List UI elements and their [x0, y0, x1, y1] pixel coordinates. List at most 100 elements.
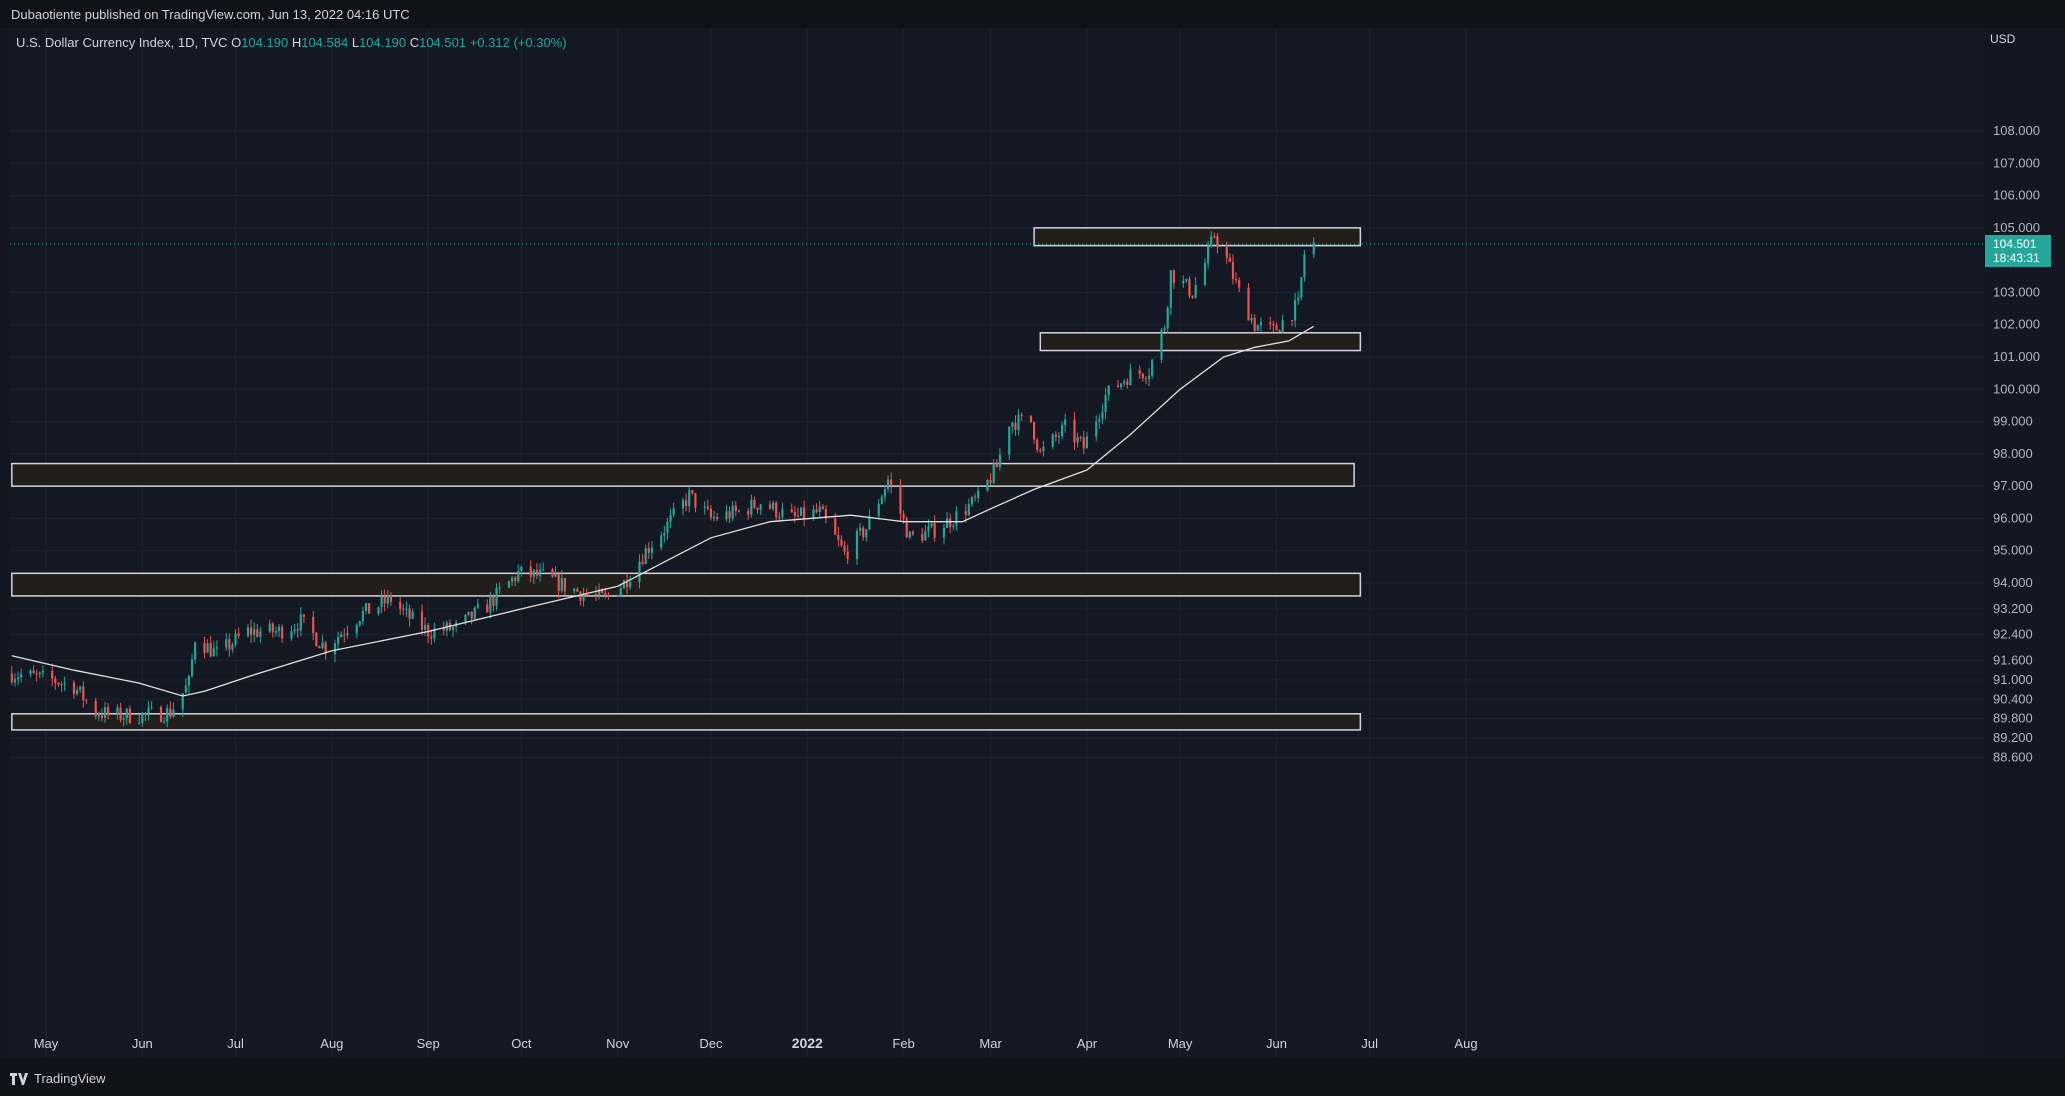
candle-body — [1033, 422, 1036, 440]
candle-body — [694, 493, 697, 508]
candle-body — [162, 721, 166, 723]
candle-body — [927, 526, 930, 531]
brand-label: TradingView — [34, 1071, 106, 1086]
tradingview-brand[interactable]: TradingView — [10, 1071, 106, 1086]
candle-body — [492, 596, 495, 606]
price-axis[interactable]: USD 108.000 107.000 106.000 105.000 103.000 10… — [1985, 28, 2065, 1058]
candle-body — [886, 479, 890, 489]
candle-body — [107, 707, 110, 714]
candle-body — [1082, 437, 1085, 449]
y-tick-label: 99.000 — [1993, 414, 2033, 429]
support-resistance-zone — [11, 713, 1362, 731]
candle-body — [790, 509, 793, 512]
candle-body — [408, 608, 411, 619]
candle-body — [1151, 359, 1154, 376]
candle-body — [883, 488, 887, 497]
candle-body — [1228, 257, 1231, 262]
candle-body — [361, 611, 365, 622]
candle-body — [486, 604, 489, 613]
candle-body — [1213, 236, 1216, 238]
candle-body — [1182, 280, 1185, 284]
candle-body — [1017, 414, 1020, 431]
candle-body — [1166, 307, 1169, 329]
candle-body — [604, 592, 607, 596]
candle-body — [1256, 325, 1259, 331]
candle-body — [259, 631, 262, 637]
support-resistance-zone — [1033, 227, 1362, 247]
y-tick-label: 96.000 — [1993, 510, 2033, 525]
candle-body — [905, 518, 908, 538]
candle-body — [1216, 236, 1219, 248]
candle-body — [597, 589, 601, 595]
candle-body — [389, 595, 392, 602]
candle-body — [1042, 446, 1045, 452]
candle-body — [1051, 434, 1054, 447]
candle-body — [1294, 300, 1297, 321]
candle-body — [290, 631, 293, 639]
price-chart[interactable]: May Jun Jul Aug Sep Oct Nov Dec 2022 Feb Mar Apr May… — [10, 28, 1985, 1058]
candle-body — [557, 573, 560, 591]
countdown-timer: 18:43:31 — [1993, 251, 2040, 265]
candle-body — [312, 616, 315, 633]
y-tick-label: 91.000 — [1993, 672, 2033, 687]
candle-body — [1011, 422, 1014, 427]
candle-body — [256, 629, 259, 637]
candle-body — [194, 642, 197, 660]
candle-body — [821, 506, 824, 510]
close-label: C — [409, 35, 420, 50]
candle-body — [54, 678, 57, 684]
candle-body — [281, 626, 284, 639]
candle-body — [672, 508, 675, 516]
x-tick-label: Oct — [511, 1036, 532, 1051]
candle-body — [1238, 280, 1241, 288]
y-tick-label: 101.000 — [1993, 349, 2040, 364]
candle-body — [1079, 437, 1082, 439]
candle-body — [818, 506, 821, 513]
candle-body — [514, 577, 517, 581]
candle-body — [147, 707, 150, 714]
y-tick-label: 93.200 — [1993, 601, 2033, 616]
candle-body — [781, 509, 784, 518]
y-tick-label: 89.200 — [1993, 730, 2033, 745]
candle-body — [946, 518, 949, 528]
candle-body — [1129, 370, 1132, 386]
candle-body — [271, 623, 274, 633]
candle-body — [532, 569, 535, 577]
candle-body — [355, 624, 358, 634]
candle-body — [315, 632, 318, 647]
candle-body — [190, 659, 194, 677]
candle-body — [1297, 297, 1300, 301]
candle-body — [1303, 254, 1306, 278]
candle-body — [20, 674, 23, 678]
candle-body — [793, 511, 796, 516]
tradingview-logo-icon — [10, 1072, 28, 1085]
candle-body — [268, 623, 271, 632]
candle-body — [573, 588, 576, 592]
candle-body — [955, 511, 958, 526]
candle-body — [973, 497, 977, 499]
candle-body — [10, 673, 13, 683]
candle-body — [750, 499, 753, 515]
candle-body — [293, 629, 296, 632]
y-tick-label: 89.800 — [1993, 711, 2033, 726]
publish-info: Dubaotiente published on TradingView.com… — [11, 7, 410, 22]
candle-body — [607, 595, 610, 597]
candle-body — [629, 581, 632, 588]
candle-body — [1095, 421, 1098, 437]
candle-body — [234, 633, 237, 645]
candle-body — [542, 569, 545, 571]
candle-body — [998, 454, 1002, 468]
candle-body — [535, 569, 539, 576]
candle-body — [619, 588, 622, 596]
candle-body — [843, 545, 846, 552]
candle-body — [1225, 247, 1228, 258]
candle-body — [529, 566, 532, 577]
last-price-value: 104.501 — [1993, 237, 2037, 251]
candle-body — [166, 708, 169, 722]
x-tick-label: Mar — [979, 1036, 1002, 1051]
candle-body — [622, 580, 626, 589]
candle-body — [1029, 415, 1033, 423]
candle-body — [551, 569, 554, 577]
candle-body — [364, 603, 368, 612]
candle-body — [647, 548, 650, 553]
